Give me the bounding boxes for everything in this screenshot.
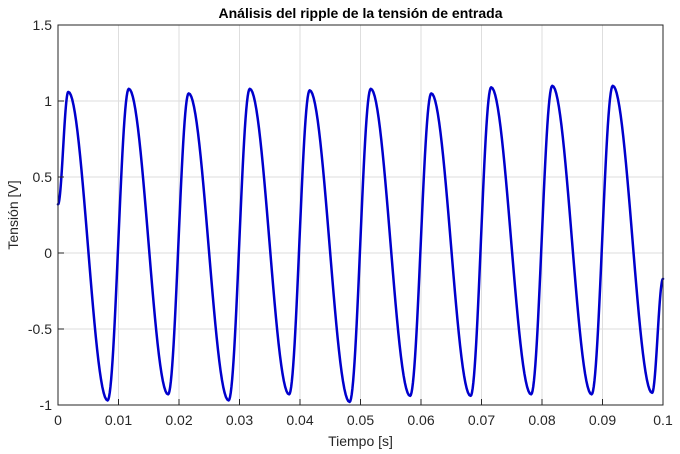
x-tick-label: 0.09 bbox=[589, 412, 616, 428]
y-tick-label: -0.5 bbox=[28, 321, 52, 337]
x-tick-label: 0.03 bbox=[226, 412, 253, 428]
x-tick-label: 0.04 bbox=[286, 412, 313, 428]
y-tick-label: 1.5 bbox=[33, 17, 53, 33]
y-tick-label: 0 bbox=[44, 245, 52, 261]
ticks: 0 0.01 0.02 0.03 0.04 0.05 0.06 0.07 0.08 0.09 0.1… bbox=[28, 17, 673, 428]
y-tick-label: -1 bbox=[40, 397, 53, 413]
x-tick-label: 0.05 bbox=[347, 412, 374, 428]
x-tick-label: 0.02 bbox=[165, 412, 192, 428]
x-tick-label: 0.1 bbox=[653, 412, 673, 428]
x-axis-label: Tiempo [s] bbox=[328, 433, 393, 449]
x-tick-label: 0 bbox=[54, 412, 62, 428]
series-line bbox=[56, 84, 665, 404]
x-tick-label: 0.07 bbox=[468, 412, 495, 428]
chart-title: Análisis del ripple de la tensión de ent… bbox=[219, 5, 503, 21]
y-axis-label: Tensión [V] bbox=[5, 180, 21, 249]
x-tick-label: 0.08 bbox=[528, 412, 555, 428]
x-tick-label: 0.01 bbox=[105, 412, 132, 428]
series-group bbox=[56, 84, 665, 404]
y-tick-label: 1 bbox=[44, 93, 52, 109]
x-tick-label: 0.06 bbox=[407, 412, 434, 428]
y-tick-label: 0.5 bbox=[33, 169, 53, 185]
